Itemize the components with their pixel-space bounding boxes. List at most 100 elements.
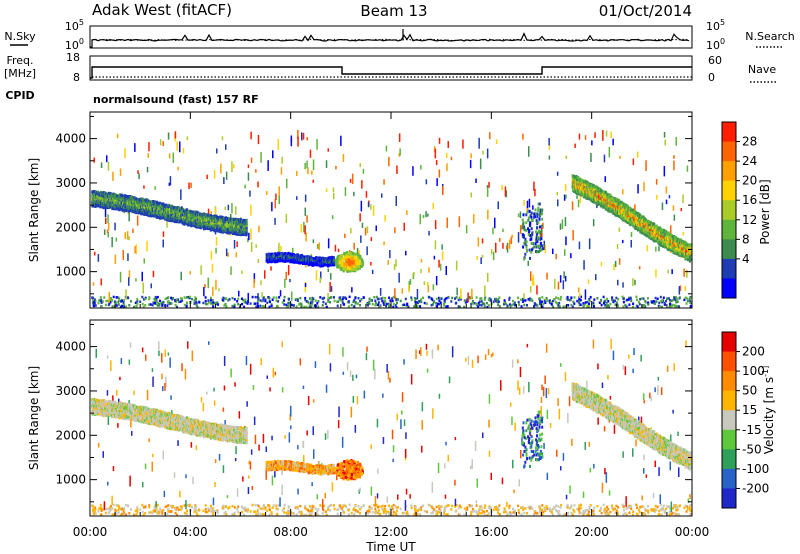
data-cell: [100, 200, 103, 204]
data-cell: [146, 211, 149, 215]
data-cell: [486, 148, 489, 159]
data-cell: [651, 301, 654, 304]
cpid-text: normalsound (fast) 157 RF: [93, 93, 259, 106]
data-cell: [532, 274, 534, 284]
data-cell: [156, 295, 159, 299]
data-cell: [578, 298, 581, 301]
data-cell: [104, 198, 107, 202]
data-cell: [201, 225, 204, 228]
data-cell: [652, 301, 655, 304]
data-cell: [155, 297, 158, 301]
data-cell: [233, 164, 235, 169]
data-cell: [224, 223, 227, 227]
data-cell: [315, 270, 318, 281]
data-cell: [567, 304, 570, 307]
data-cell: [234, 226, 237, 230]
data-cell: [622, 297, 625, 300]
data-cell: [613, 208, 616, 212]
data-cell: [272, 150, 274, 159]
data-cell: [388, 296, 391, 299]
data-cell: [489, 132, 491, 140]
data-cell: [508, 298, 511, 301]
data-cell: [276, 260, 279, 264]
data-cell: [647, 301, 650, 304]
data-cell: [296, 196, 298, 200]
data-cell: [360, 298, 363, 301]
data-cell: [600, 262, 603, 267]
data-cell: [168, 182, 171, 186]
data-cell: [689, 251, 692, 255]
data-cell: [522, 299, 525, 302]
noise-left-tick-bottom: 100: [65, 37, 84, 52]
data-cell: [641, 227, 644, 230]
data-cell: [330, 273, 332, 280]
data-cell: [615, 296, 618, 300]
data-cell: [383, 241, 385, 246]
data-cell: [521, 224, 523, 228]
data-cell: [328, 296, 331, 300]
freq-left-tick-bottom: 8: [73, 71, 80, 84]
data-cell: [239, 229, 242, 233]
data-cell: [668, 233, 671, 237]
data-cell: [593, 298, 596, 301]
data-cell: [180, 297, 183, 300]
data-cell: [689, 301, 692, 304]
data-cell: [105, 192, 108, 196]
data-cell: [188, 182, 190, 190]
data-cell: [676, 300, 679, 303]
data-cell: [316, 302, 319, 305]
data-cell: [114, 254, 117, 264]
data-cell: [531, 299, 534, 302]
data-cell: [530, 271, 532, 281]
data-cell: [644, 300, 647, 303]
data-cell: [245, 230, 248, 234]
data-cell: [665, 239, 668, 243]
data-cell: [161, 205, 164, 209]
data-cell: [626, 298, 629, 302]
data-cell: [111, 305, 114, 308]
data-cell: [439, 301, 442, 305]
data-cell: [159, 139, 162, 146]
data-cell: [664, 303, 667, 306]
data-cell: [458, 216, 461, 228]
data-cell: [604, 176, 606, 183]
data-cell: [317, 305, 320, 308]
data-cell: [438, 137, 441, 144]
data-cell: [396, 165, 398, 174]
data-cell: [351, 287, 353, 293]
data-cell: [193, 302, 196, 305]
data-cell: [392, 302, 395, 306]
data-cell: [105, 217, 107, 224]
data-cell: [483, 304, 486, 308]
data-cell: [409, 279, 412, 285]
data-cell: [579, 303, 582, 306]
data-cell: [257, 293, 259, 301]
data-cell: [141, 302, 144, 306]
data-cell: [628, 303, 631, 306]
data-cell: [395, 259, 397, 267]
data-cell: [497, 201, 499, 210]
data-cell: [463, 305, 466, 309]
data-cell: [602, 295, 605, 299]
data-cell: [243, 219, 246, 222]
data-cell: [231, 304, 234, 308]
data-cell: [603, 300, 606, 303]
data-cell: [268, 297, 271, 300]
data-cell: [142, 305, 145, 309]
data-cell: [565, 297, 568, 301]
data-cell: [618, 205, 621, 209]
data-cell: [104, 303, 107, 307]
data-cell: [361, 180, 363, 189]
data-cell: [290, 135, 293, 147]
data-cell: [375, 303, 377, 307]
data-cell: [297, 136, 299, 147]
data-cell: [221, 227, 224, 231]
data-cell: [337, 248, 340, 253]
data-cell: [403, 222, 405, 231]
data-cell: [295, 260, 298, 264]
data-cell: [565, 236, 567, 246]
data-cell: [96, 190, 100, 194]
data-cell: [370, 299, 373, 302]
data-cell: [517, 296, 520, 300]
data-cell: [579, 180, 582, 184]
